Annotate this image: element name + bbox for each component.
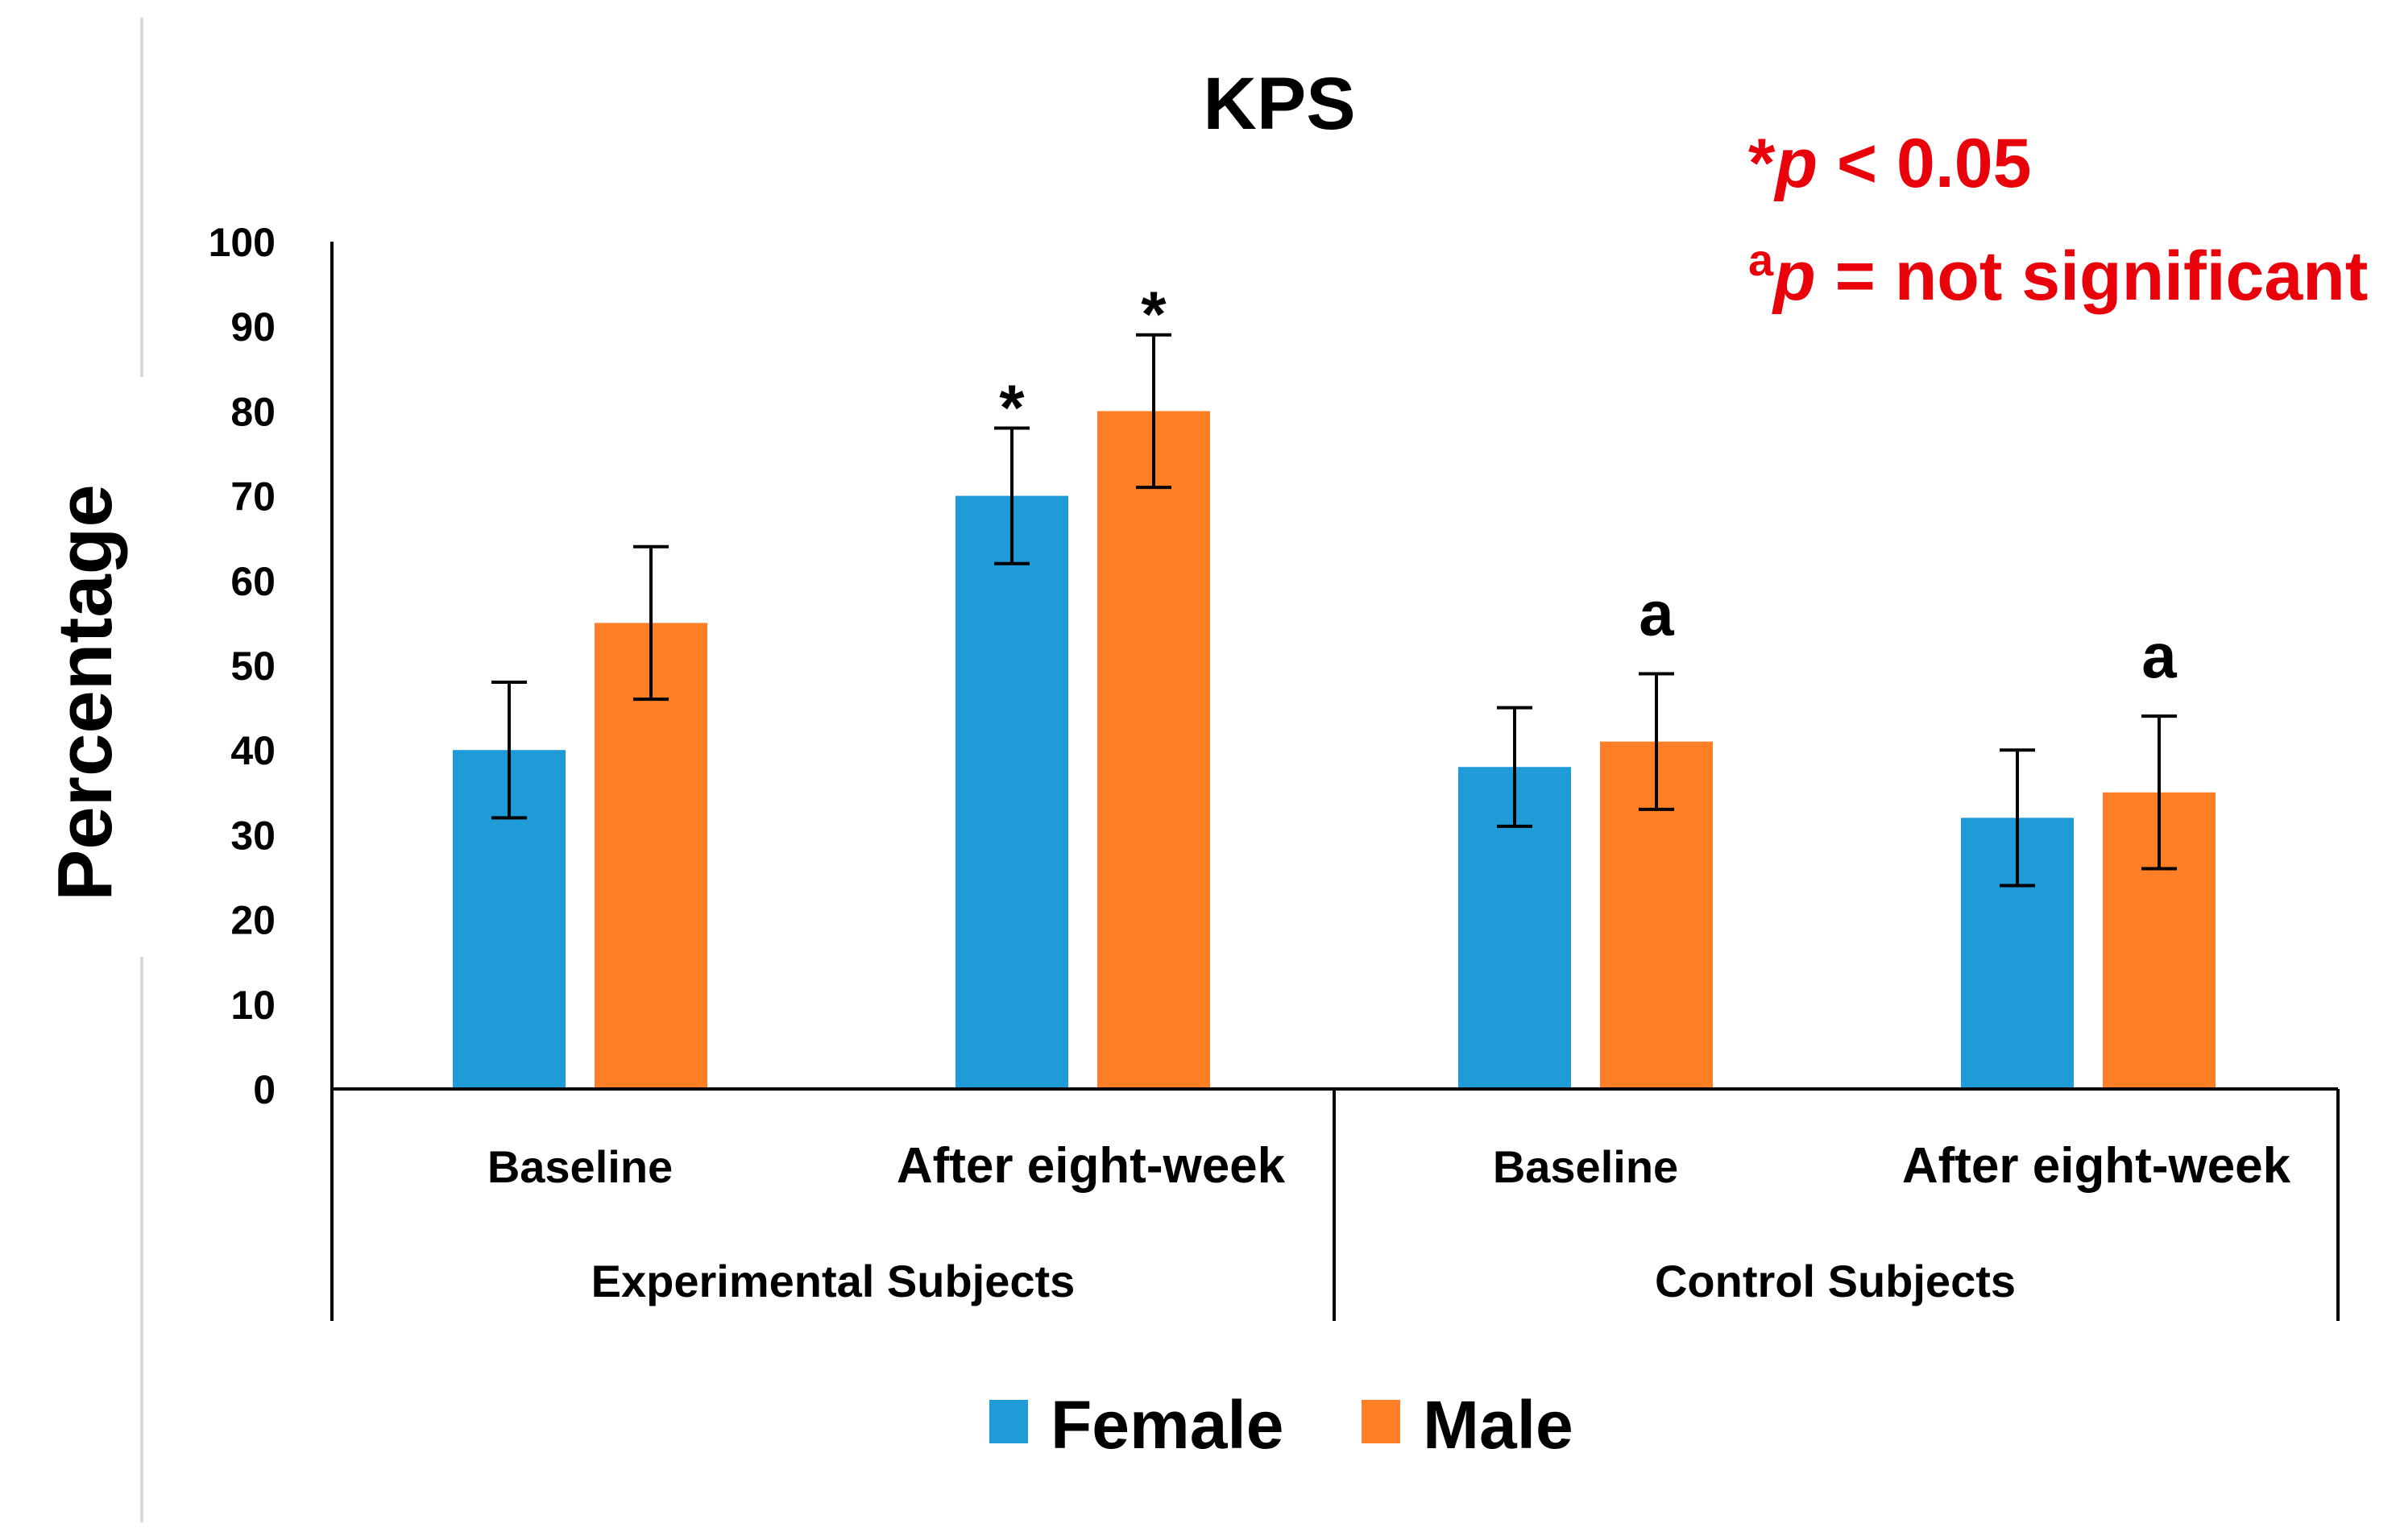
axes <box>330 242 2340 1321</box>
note-2-p: p <box>1772 238 1816 315</box>
chart-title: KPS <box>1203 63 1355 145</box>
significance-marker: a <box>1639 578 1674 649</box>
group-label: Experimental Subjects <box>591 1256 1076 1306</box>
y-tick-label: 90 <box>230 304 276 350</box>
y-tick-label: 100 <box>209 220 276 265</box>
legend: Female Male <box>989 1387 1573 1463</box>
y-tick-label: 30 <box>230 813 276 858</box>
category-label: Baseline <box>1493 1141 1678 1192</box>
legend-label-male: Male <box>1423 1387 1573 1463</box>
bars: * * a a <box>453 279 2216 1089</box>
y-tick-label: 60 <box>230 559 276 604</box>
y-tick-label: 70 <box>230 474 276 520</box>
category-label: Baseline <box>487 1141 673 1192</box>
category-label: After eight-week <box>897 1138 1286 1194</box>
legend-swatch-male <box>1362 1400 1400 1443</box>
note-1-prefix: * <box>1748 125 1776 202</box>
legend-swatch-female <box>989 1400 1028 1443</box>
y-tick-label: 0 <box>253 1067 276 1112</box>
note-2-rest: = not significant <box>1816 238 2369 315</box>
y-tick-label: 10 <box>230 983 276 1028</box>
y-tick-label: 80 <box>230 389 276 434</box>
note-1-rest: < 0.05 <box>1818 125 2031 202</box>
category-labels: Baseline After eight-week Baseline After ei… <box>487 1138 2291 1306</box>
note-1-p: p <box>1773 125 1818 202</box>
group-label: Control Subjects <box>1655 1256 2016 1306</box>
bar-female <box>955 495 1068 1089</box>
significance-note-2: ap = not significant <box>1748 234 2368 315</box>
y-tick-label: 50 <box>230 644 276 689</box>
significance-marker: a <box>2141 620 2177 691</box>
y-tick-label: 20 <box>230 898 276 943</box>
legend-label-female: Female <box>1051 1387 1284 1463</box>
y-axis-ticks: 0 10 20 30 40 50 60 70 80 90 100 <box>209 220 276 1112</box>
y-axis-label: Percentage <box>42 484 128 901</box>
significance-marker: * <box>1141 279 1167 350</box>
significance-note-1: *p < 0.05 <box>1748 125 2031 202</box>
note-2-prefix: a <box>1748 234 1774 285</box>
significance-marker: * <box>999 371 1025 443</box>
bar-male <box>1097 411 1210 1089</box>
category-label: After eight-week <box>1902 1138 2291 1194</box>
y-tick-label: 40 <box>230 728 276 773</box>
